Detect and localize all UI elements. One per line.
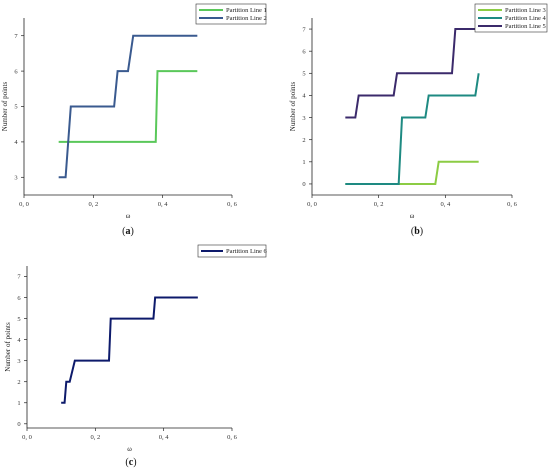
y-tick-label: 7 (14, 33, 18, 40)
x-axis-label: ω (126, 212, 131, 220)
y-tick-label: 6 (14, 68, 18, 75)
x-tick-label: 0, 0 (307, 201, 317, 208)
y-tick-label: 0 (17, 421, 20, 428)
y-tick-label: 3 (302, 115, 305, 122)
x-tick-label: 0, 2 (374, 201, 384, 208)
y-axis-label: Number of points (4, 322, 12, 372)
y-axis-label: Number of points (289, 82, 297, 132)
legend: Partition Line 6 (197, 244, 268, 258)
y-tick-label: 7 (17, 274, 21, 281)
y-tick-label: 1 (302, 159, 305, 166)
legend-entry-1: Partition Line 1 (226, 7, 267, 14)
x-tick-label: 0, 6 (507, 201, 518, 208)
series-line-1 (345, 160, 479, 185)
y-tick-label: 5 (14, 104, 17, 111)
series-line-1 (61, 296, 198, 404)
y-tick-label: 1 (17, 400, 20, 407)
x-tick-label: 0, 2 (88, 201, 98, 208)
y-tick-label: 3 (14, 175, 17, 182)
y-tick-label: 7 (302, 26, 306, 33)
y-tick-label: 2 (302, 137, 305, 144)
y-axis-label: Number of points (1, 82, 9, 132)
x-tick-label: 0, 2 (90, 434, 100, 441)
x-tick-label: 0, 6 (227, 201, 238, 208)
series-line-3 (345, 28, 479, 119)
y-tick-label: 5 (302, 71, 305, 78)
y-tick-label: 5 (17, 316, 20, 323)
panel-label: (a) (122, 226, 134, 237)
legend-entry-1: Partition Line 6 (226, 248, 268, 255)
x-tick-label: 0, 0 (22, 434, 32, 441)
panel-label: (b) (411, 226, 423, 237)
x-tick-label: 0, 0 (19, 201, 29, 208)
legend-entry-2: Partition Line 4 (505, 15, 547, 22)
y-tick-label: 4 (14, 139, 18, 146)
y-tick-label: 2 (17, 379, 20, 386)
chart-panel-1: 0, 0 0, 2 0, 4 0, 6 3 4 5 6 7 ω Number of points Pa… (1, 3, 267, 237)
y-tick-label: 4 (17, 337, 21, 344)
series-line-2 (345, 73, 480, 185)
y-tick-label: 0 (302, 181, 305, 188)
x-axis-label: ω (410, 212, 415, 220)
x-tick-label: 0, 4 (158, 201, 169, 208)
panel-label: (c) (125, 457, 136, 468)
x-tick-label: 0, 4 (440, 201, 451, 208)
x-tick-label: 0, 4 (159, 434, 170, 441)
y-tick-label: 3 (17, 358, 20, 365)
x-tick-label: 0, 6 (227, 434, 238, 441)
legend-entry-3: Partition Line 5 (505, 23, 546, 30)
x-axis-label: ω (127, 445, 132, 453)
y-tick-label: 6 (17, 295, 21, 302)
legend-entry-1: Partition Line 3 (505, 7, 546, 14)
chart-panel-3: 0, 0 0, 2 0, 4 0, 6 0 1 2 3 4 5 6 7 ω Number of point… (4, 244, 268, 468)
y-tick-label: 6 (302, 48, 306, 55)
chart-panel-2: 0, 0 0, 2 0, 4 0, 6 0 1 2 3 4 5 6 7 ω Number of point… (289, 3, 548, 237)
series-line-2 (58, 34, 198, 179)
y-tick-label: 4 (302, 93, 306, 100)
legend-entry-2: Partition Line 2 (226, 15, 267, 22)
legend-box (197, 244, 267, 258)
series-line-1 (58, 70, 198, 143)
